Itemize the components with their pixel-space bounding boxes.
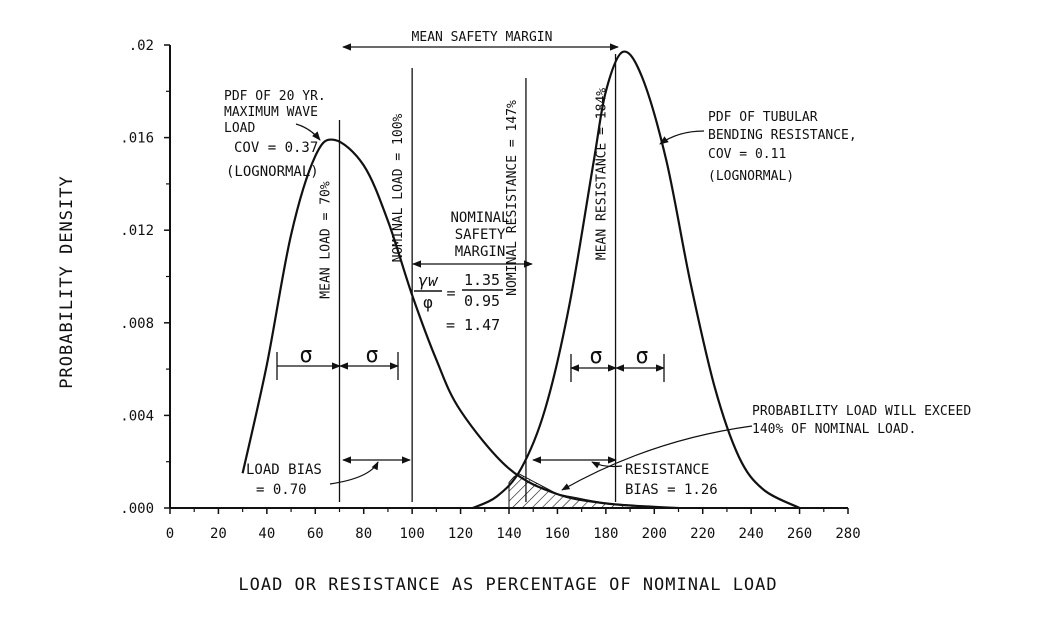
ratio-lhs-numerator: γw [418, 271, 439, 290]
ratio-lhs-denominator: φ [423, 293, 433, 312]
load-pdf-line-4: COV = 0.37 [234, 140, 318, 156]
ratio-rhs-denominator: 0.95 [464, 292, 500, 310]
load-pdf-curve [241, 138, 679, 510]
resistance-pdf-line-4: (LOGNORMAL) [708, 169, 794, 184]
load-pdf-label: PDF OF 20 YR. MAXIMUM WAVE LOAD COV = 0.… [224, 89, 326, 180]
resistance-pdf-line-3: COV = 0.11 [708, 147, 786, 162]
mean-safety-margin-label: MEAN SAFETY MARGIN [412, 30, 553, 45]
factor-ratio: γw φ = 1.35 0.95 = 1.47 [414, 271, 503, 334]
ratio-equals: = [446, 284, 455, 302]
x-ticks: 0 20 40 60 80 100 120 140 160 180 200 220 240 260 280 [166, 508, 861, 542]
x-tick-label: 180 [593, 526, 618, 542]
nominal-safety-margin-line-3: MARGIN [455, 244, 506, 260]
resistance-pdf-line-1: PDF OF TUBULAR [708, 110, 818, 125]
x-tick-label: 60 [307, 526, 324, 542]
reference-line-label: NOMINAL RESISTANCE = 147% [505, 100, 520, 296]
series-group [241, 50, 801, 510]
x-tick-label: 160 [545, 526, 570, 542]
resistance-sigma-markers: σ σ [570, 344, 665, 382]
x-tick-label: 0 [166, 526, 174, 542]
load-pdf-line-3: LOAD [224, 121, 255, 136]
nominal-safety-margin-line-1: NOMINAL [450, 210, 509, 226]
x-tick-label: 140 [496, 526, 521, 542]
load-pdf-line-1: PDF OF 20 YR. [224, 89, 326, 104]
x-tick-label: 100 [399, 526, 424, 542]
load-sigma-2: σ [365, 343, 378, 368]
x-tick-label: 40 [258, 526, 275, 542]
x-tick-label: 260 [787, 526, 812, 542]
load-bias-line-2: = 0.70 [256, 482, 307, 498]
x-tick-label: 280 [835, 526, 860, 542]
resistance-bias-line-2: BIAS = 1.26 [625, 482, 718, 498]
exceedance-line-2: 140% OF NOMINAL LOAD. [752, 422, 916, 437]
reference-lines: MEAN LOAD = 70% NOMINAL LOAD = 100% NOMINA… [319, 54, 617, 502]
load-pdf-line-5: (LOGNORMAL) [226, 164, 319, 180]
load-bias-annotation: LOAD BIAS = 0.70 [246, 456, 411, 498]
x-tick-label: 20 [210, 526, 227, 542]
y-tick-label: .016 [120, 131, 154, 147]
x-axis-title: LOAD OR RESISTANCE AS PERCENTAGE OF NOMI… [238, 575, 777, 595]
x-tick-label: 240 [738, 526, 763, 542]
x-tick-label: 80 [355, 526, 372, 542]
load-sigma-1: σ [299, 343, 312, 368]
load-pdf-line-2: MAXIMUM WAVE [224, 105, 318, 120]
x-tick-label: 220 [690, 526, 715, 542]
resistance-bias-line-1: RESISTANCE [625, 462, 709, 478]
nominal-safety-margin-label: NOMINAL SAFETY MARGIN [450, 210, 509, 260]
y-tick-label: .008 [120, 316, 154, 332]
y-ticks: .000 .004 .008 .012 .016 .02 [120, 38, 170, 517]
load-bias-line-1: LOAD BIAS [246, 462, 322, 478]
reference-line-label: NOMINAL LOAD = 100% [391, 113, 406, 262]
exceedance-label: PROBABILITY LOAD WILL EXCEED 140% OF NOM… [561, 404, 971, 491]
resistance-pdf-curve [472, 50, 801, 510]
x-tick-label: 120 [448, 526, 473, 542]
x-tick-label: 200 [642, 526, 667, 542]
resistance-pdf-label: PDF OF TUBULAR BENDING RESISTANCE, COV =… [659, 110, 857, 184]
reference-line-label: MEAN LOAD = 70% [319, 181, 334, 299]
resistance-pdf-line-2: BENDING RESISTANCE, [708, 128, 857, 143]
nominal-safety-margin-line-2: SAFETY [455, 227, 506, 243]
y-axis-title: PROBABILITY DENSITY [57, 175, 77, 388]
y-tick-label: .000 [120, 501, 154, 517]
ratio-result: = 1.47 [446, 316, 500, 334]
y-tick-label: .004 [120, 408, 154, 424]
resistance-sigma-2: σ [635, 344, 648, 369]
y-tick-label: .02 [129, 38, 154, 54]
resistance-sigma-1: σ [589, 344, 602, 369]
y-tick-label: .012 [120, 223, 154, 239]
resistance-bias-annotation: RESISTANCE BIAS = 1.26 [532, 456, 718, 498]
ratio-rhs-numerator: 1.35 [464, 271, 500, 289]
load-sigma-markers: σ σ [276, 343, 399, 380]
exceedance-line-1: PROBABILITY LOAD WILL EXCEED [752, 404, 971, 419]
